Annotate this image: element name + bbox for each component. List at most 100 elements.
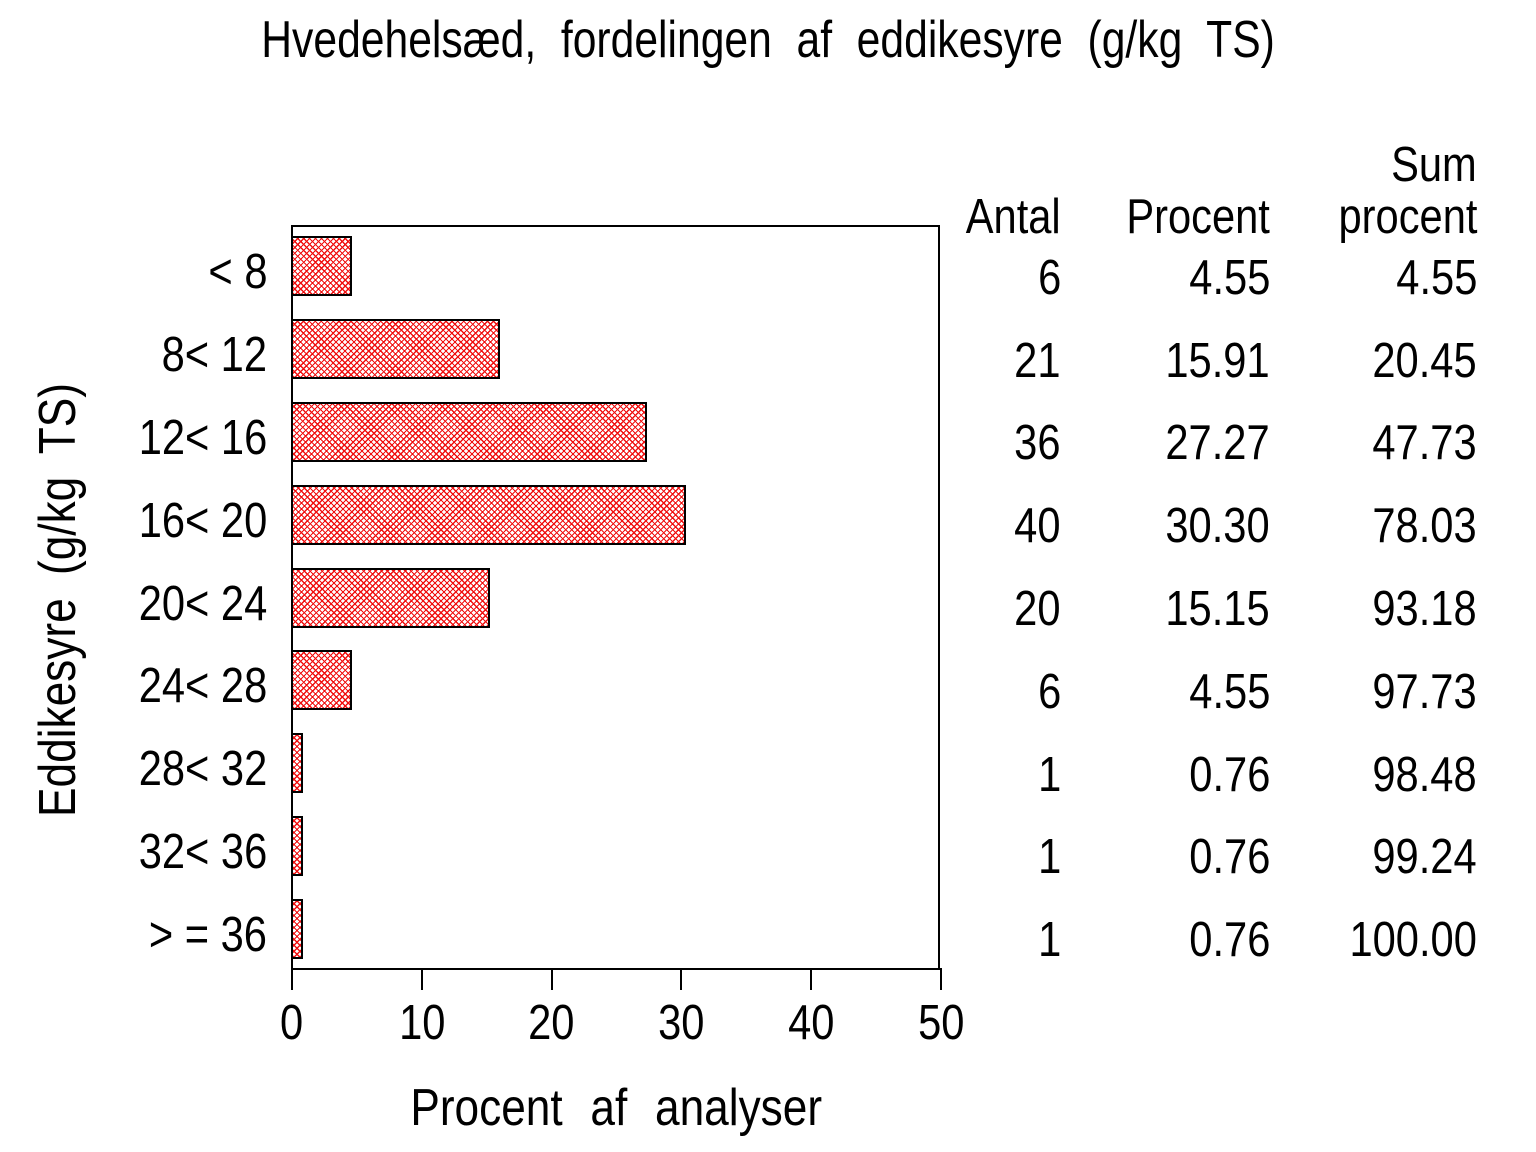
table-cell-text: 97.73 <box>1372 664 1477 719</box>
x-tick-label: 10 <box>352 998 492 1048</box>
table-cell: 20 <box>1006 584 1061 634</box>
bar-row-5 <box>291 650 353 711</box>
table-cell: 1 <box>1034 832 1061 882</box>
category-label-text: 32< 36 <box>138 824 267 879</box>
bar-row-1 <box>291 319 500 380</box>
category-label: 20< 24 <box>116 579 267 629</box>
x-axis-title-text: Procent af analyser <box>410 1079 822 1137</box>
table-cell: 36 <box>1006 418 1061 468</box>
x-tick <box>680 968 683 990</box>
table-cell-text: 36 <box>1014 416 1061 471</box>
table-cell-text: 6 <box>1037 664 1061 719</box>
category-label-text: 28< 32 <box>138 742 267 797</box>
table-cell: 1 <box>1034 750 1061 800</box>
category-label-text: 16< 20 <box>138 493 267 548</box>
category-label: > = 36 <box>128 910 267 960</box>
bar-row-2 <box>291 401 647 462</box>
table-cell: 15.91 <box>1147 336 1270 386</box>
table-cell-text: 1 <box>1037 747 1061 802</box>
x-tick <box>810 968 813 990</box>
bar-row-6 <box>291 733 303 794</box>
x-tick <box>550 968 553 990</box>
table-cell: 100.00 <box>1327 915 1477 965</box>
table-cell-text: 99.24 <box>1372 830 1477 885</box>
chart-title-text: Hvedehelsæd, fordelingen af eddikesyre (… <box>261 11 1275 69</box>
table-cell-text: 4.55 <box>1395 250 1477 305</box>
chart-title: Hvedehelsæd, fordelingen af eddikesyre (… <box>0 10 1536 70</box>
table-cell: 27.27 <box>1147 418 1270 468</box>
category-label-text: 20< 24 <box>138 576 267 631</box>
table-cell: 98.48 <box>1354 750 1477 800</box>
y-axis-title: Eddikesyre (g/kg TS) <box>29 383 87 817</box>
table-cell: 30.30 <box>1147 501 1270 551</box>
table-cell-text: 100.00 <box>1349 913 1477 968</box>
x-tick-label: 20 <box>482 998 622 1048</box>
table-cell-text: 0.76 <box>1188 830 1270 885</box>
table-cell-text: 98.48 <box>1372 747 1477 802</box>
col-header-antal: Antal <box>966 190 1061 244</box>
table-cell-text: 1 <box>1037 830 1061 885</box>
bar-row-7 <box>291 815 303 876</box>
table-cell-text: 6 <box>1037 250 1061 305</box>
table-cell: 6 <box>1034 253 1061 303</box>
table-cell-text: 20.45 <box>1372 333 1477 388</box>
category-label: 8< 12 <box>143 330 267 380</box>
table-cell: 47.73 <box>1354 418 1477 468</box>
table-cell-text: 47.73 <box>1372 416 1477 471</box>
bar-row-4 <box>291 567 490 628</box>
table-cell-text: 78.03 <box>1372 499 1477 554</box>
category-label: < 8 <box>198 247 267 297</box>
x-tick-label: 40 <box>741 998 881 1048</box>
table-cell: 78.03 <box>1354 501 1477 551</box>
table-cell-text: 30.30 <box>1165 499 1270 554</box>
table-cell: 93.18 <box>1354 584 1477 634</box>
x-tick-label-text: 30 <box>658 996 705 1050</box>
bar-row-0 <box>291 236 353 297</box>
table-cell: 6 <box>1034 667 1061 717</box>
bar-row-3 <box>291 484 687 545</box>
table-cell: 20.45 <box>1354 336 1477 386</box>
x-tick <box>940 968 942 990</box>
bar-row-8 <box>291 898 303 959</box>
category-label-text: < 8 <box>207 245 267 300</box>
table-cell-text: 93.18 <box>1372 582 1477 636</box>
x-axis-title: Procent af analyser <box>216 1078 1016 1138</box>
table-cell: 15.15 <box>1147 584 1270 634</box>
category-label: 12< 16 <box>116 413 267 463</box>
x-tick-label-text: 20 <box>528 996 575 1050</box>
table-cell-text: 27.27 <box>1165 416 1270 471</box>
table-cell-text: 21 <box>1014 333 1061 388</box>
table-cell: 99.24 <box>1354 832 1477 882</box>
x-tick-label-text: 0 <box>280 996 304 1050</box>
x-tick-label: 50 <box>871 998 1011 1048</box>
category-label: 28< 32 <box>116 744 267 794</box>
x-tick-label: 0 <box>222 998 362 1048</box>
table-cell-text: 1 <box>1037 913 1061 968</box>
category-label: 16< 20 <box>116 496 267 546</box>
table-cell: 0.76 <box>1175 750 1270 800</box>
table-cell-text: 40 <box>1014 499 1061 554</box>
category-label: 24< 28 <box>116 661 267 711</box>
category-label-text: 8< 12 <box>161 328 267 383</box>
x-tick-label-text: 40 <box>788 996 835 1050</box>
table-cell-text: 0.76 <box>1188 747 1270 802</box>
table-cell-text: 0.76 <box>1188 913 1270 968</box>
x-tick <box>420 968 423 990</box>
col-header-procent: Procent <box>1126 190 1270 244</box>
x-tick <box>291 968 293 990</box>
table-cell: 4.55 <box>1382 253 1477 303</box>
table-cell: 97.73 <box>1354 667 1477 717</box>
table-cell-text: 20 <box>1014 582 1061 636</box>
category-label: 32< 36 <box>116 827 267 877</box>
table-cell: 21 <box>1006 336 1061 386</box>
table-cell-text: 15.15 <box>1165 582 1270 636</box>
table-cell: 0.76 <box>1175 832 1270 882</box>
x-tick-label: 30 <box>611 998 751 1048</box>
col-header-sum-line2: procent <box>1338 190 1477 244</box>
plot-area <box>291 225 940 970</box>
table-cell: 40 <box>1006 501 1061 551</box>
table-cell: 1 <box>1034 915 1061 965</box>
table-cell: 0.76 <box>1175 915 1270 965</box>
col-header-sum-line1: Sum <box>1391 138 1477 192</box>
x-tick-label-text: 50 <box>917 996 965 1050</box>
